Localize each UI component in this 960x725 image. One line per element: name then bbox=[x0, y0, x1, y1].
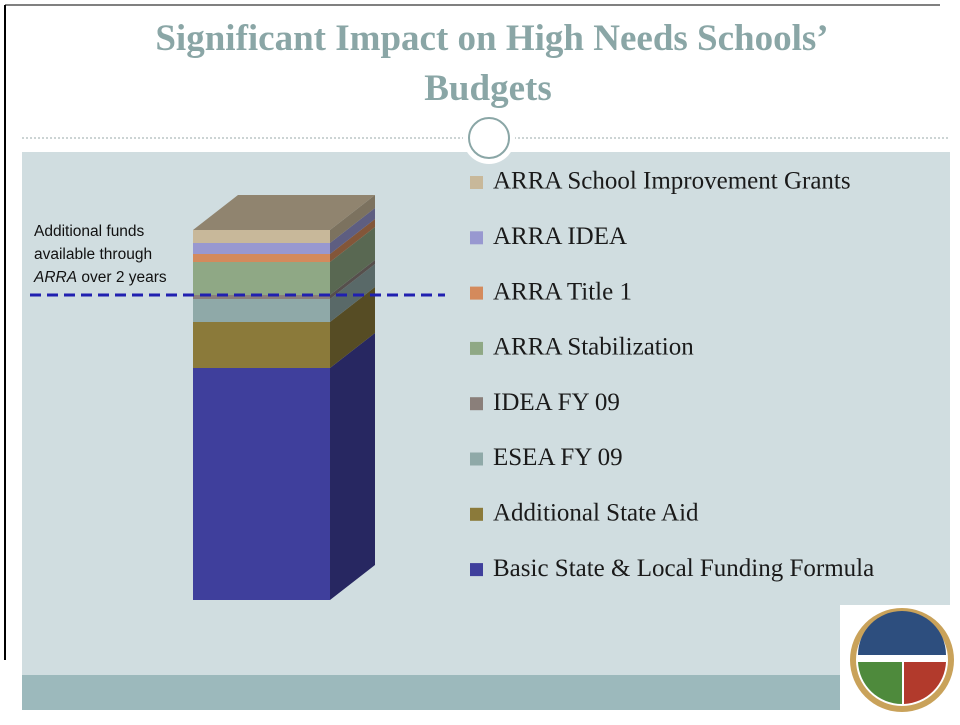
logo-stars-field bbox=[858, 611, 946, 655]
logo bbox=[840, 605, 960, 715]
annotation-text: Additional funds available through bbox=[34, 223, 153, 263]
bar-segment bbox=[193, 322, 330, 368]
legend-swatch bbox=[470, 286, 483, 300]
legend-swatch bbox=[470, 176, 483, 189]
footer-band bbox=[22, 675, 950, 710]
logo-gear-field bbox=[904, 662, 946, 704]
legend-swatch bbox=[470, 507, 483, 521]
legend-swatch bbox=[470, 231, 483, 245]
bar-segment-side bbox=[330, 333, 375, 600]
logo-leaf-field bbox=[858, 662, 902, 705]
bar-segment-side bbox=[330, 227, 375, 295]
legend-label: ARRA IDEA bbox=[493, 223, 627, 250]
legend-label: ARRA School Improvement Grants bbox=[493, 168, 851, 195]
bar-segment bbox=[193, 243, 330, 254]
bar-segment-side bbox=[330, 219, 375, 262]
divider-ring bbox=[468, 117, 510, 159]
bar-segment bbox=[193, 299, 330, 322]
bar-segment-side bbox=[330, 287, 375, 368]
bar-segment-side bbox=[330, 208, 375, 254]
bar-segment bbox=[193, 368, 330, 600]
legend-label: Basic State & Local Funding Formula bbox=[493, 555, 874, 582]
bar-segment bbox=[193, 230, 330, 243]
chart-title: Significant Impact on High Needs Schools… bbox=[155, 18, 828, 59]
bar-stack bbox=[193, 195, 375, 600]
legend-swatch bbox=[470, 341, 483, 355]
bar-segment-side bbox=[330, 195, 375, 243]
content-panel bbox=[22, 152, 950, 675]
legend-swatch bbox=[470, 397, 483, 411]
bar-segment bbox=[193, 295, 330, 299]
bar-segment-side bbox=[330, 260, 375, 299]
bar-segment bbox=[193, 262, 330, 295]
bar-segment-side bbox=[330, 264, 375, 322]
bar-segment bbox=[193, 254, 330, 262]
legend-label: Additional State Aid bbox=[493, 500, 699, 527]
bar-top bbox=[193, 195, 375, 230]
legend-label: ESEA FY 09 bbox=[493, 444, 623, 471]
annotation-text: over 2 years bbox=[77, 269, 167, 286]
legend-swatch bbox=[470, 563, 483, 577]
legend-label: ARRA Title 1 bbox=[493, 278, 632, 305]
legend-swatch bbox=[470, 452, 483, 466]
legend-label: IDEA FY 09 bbox=[493, 389, 620, 416]
annotation: Additional funds available through ARRA … bbox=[34, 220, 199, 289]
legend-label: ARRA Stabilization bbox=[493, 334, 694, 361]
chart-title: Budgets bbox=[424, 68, 551, 109]
annotation-emphasis: ARRA bbox=[34, 269, 78, 286]
